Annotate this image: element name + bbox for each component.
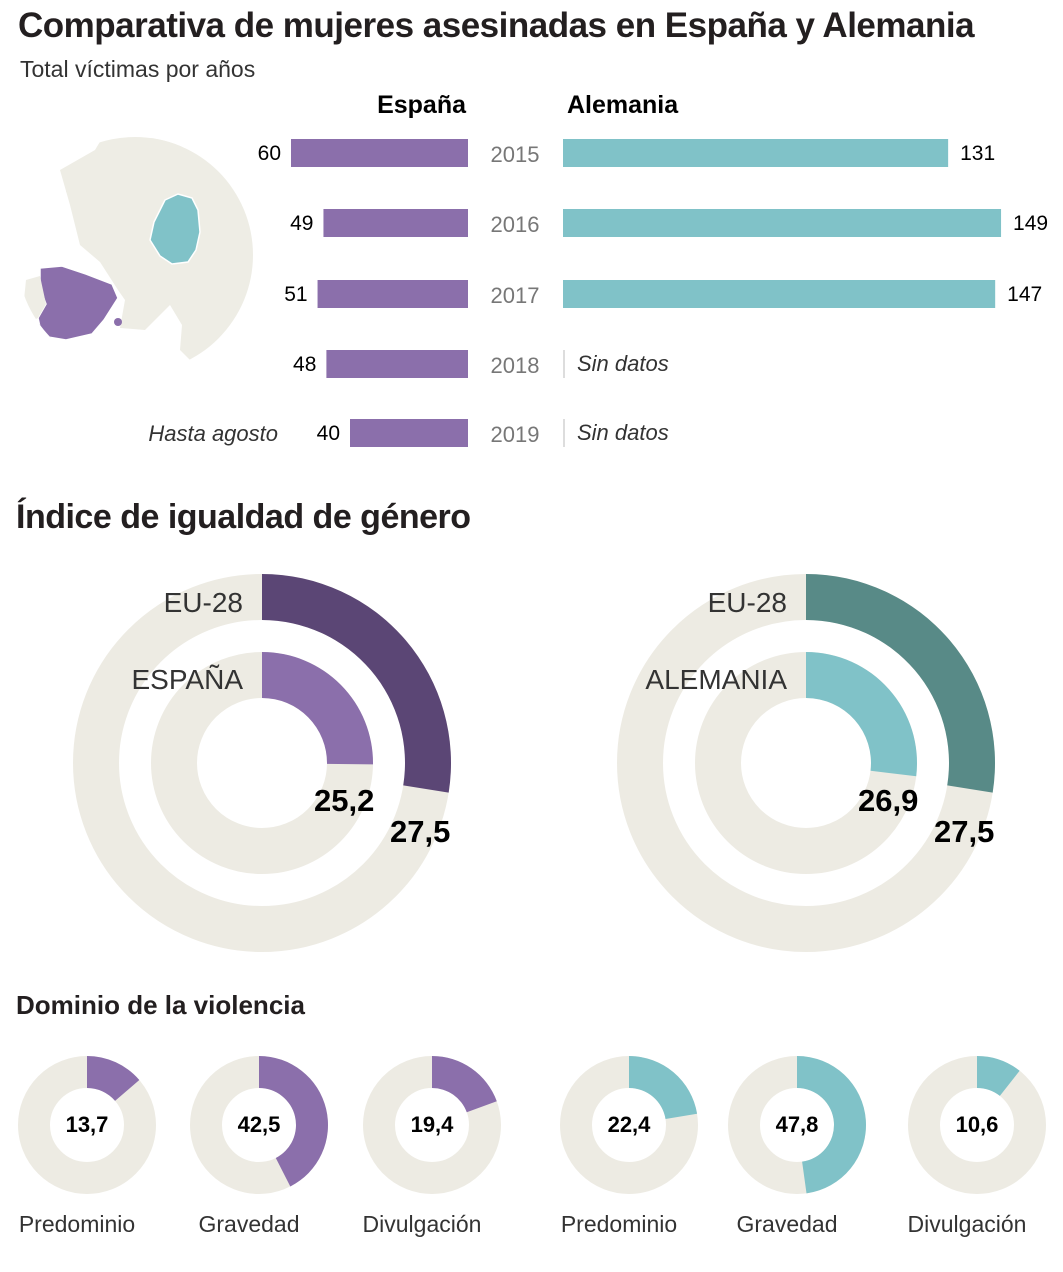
italy-landmass bbox=[170, 282, 214, 346]
value-label-spain-2016: 49 bbox=[290, 212, 313, 235]
violence-domain-donuts: 13,7 Predominio 42,5 Gravedad 19,4 Divulgació… bbox=[18, 1056, 1046, 1237]
inner-ring-arc bbox=[262, 652, 373, 765]
europe-map-icon bbox=[17, 137, 253, 373]
section-title-indice: Índice de igualdad de género bbox=[16, 498, 471, 536]
inner-ring-arc bbox=[806, 652, 917, 777]
value-label-spain-2017: 51 bbox=[284, 283, 307, 306]
inner-ring-value: 25,2 bbox=[314, 783, 374, 818]
ring-chart-1: EU-28 ESPAÑA 25,2 27,5 bbox=[73, 574, 451, 952]
inner-ring-value: 26,9 bbox=[858, 783, 918, 818]
year-label-2016: 2016 bbox=[491, 212, 540, 237]
scandinavia-landmass bbox=[150, 137, 186, 174]
bar-spain-2015 bbox=[291, 139, 468, 167]
missing-data-label-2018: Sin datos bbox=[577, 351, 669, 376]
page-title: Comparativa de mujeres asesinadas en Esp… bbox=[18, 6, 975, 45]
value-label-germany-2016: 149 bbox=[1013, 212, 1048, 235]
outer-ring-value: 27,5 bbox=[934, 814, 994, 849]
donut-divulgación-spain: 19,4 Divulgación bbox=[363, 1056, 501, 1237]
bar-germany-2017 bbox=[563, 280, 996, 308]
outer-ring-label: EU-28 bbox=[708, 587, 787, 618]
donut-divulgación-germany: 10,6 Divulgación bbox=[908, 1056, 1046, 1237]
donut-arc bbox=[629, 1056, 698, 1119]
uk-landmass bbox=[66, 160, 95, 198]
donut-gravedad-spain: 42,5 Gravedad bbox=[190, 1056, 328, 1237]
section-title-dominio: Dominio de la violencia bbox=[16, 990, 305, 1020]
donut-arc bbox=[977, 1056, 1020, 1096]
year-label-2017: 2017 bbox=[491, 283, 540, 308]
value-label-spain-2015: 60 bbox=[258, 142, 281, 165]
donut-gravedad-germany: 47,8 Gravedad bbox=[728, 1056, 866, 1237]
donut-predominio-germany: 22,4 Predominio bbox=[560, 1056, 698, 1237]
inner-ring-label: ALEMANIA bbox=[645, 664, 787, 695]
germany-shape bbox=[149, 193, 201, 265]
donut-predominio-spain: 13,7 Predominio bbox=[18, 1056, 156, 1237]
missing-data-label-2019: Sin datos bbox=[577, 420, 669, 445]
ring-chart-2: EU-28 ALEMANIA 26,9 27,5 bbox=[617, 574, 995, 952]
value-label-germany-2017: 147 bbox=[1007, 283, 1042, 306]
bar-spain-2016 bbox=[323, 209, 468, 237]
value-label-spain-2019: 40 bbox=[317, 422, 340, 445]
donut-value: 42,5 bbox=[238, 1112, 281, 1137]
bar-germany-2016 bbox=[563, 209, 1002, 237]
value-label-germany-2015: 131 bbox=[960, 142, 995, 165]
donut-label: Divulgación bbox=[908, 1211, 1027, 1237]
donut-label: Divulgación bbox=[363, 1211, 482, 1237]
note-until-august: Hasta agosto bbox=[148, 421, 278, 446]
year-label-2015: 2015 bbox=[491, 142, 540, 167]
outer-ring-value: 27,5 bbox=[390, 814, 450, 849]
donut-value: 47,8 bbox=[776, 1112, 819, 1137]
bar-spain-2017 bbox=[317, 280, 468, 308]
donut-arc bbox=[87, 1056, 140, 1101]
donut-arc bbox=[797, 1056, 866, 1194]
column-header-germany: Alemania bbox=[567, 91, 679, 119]
bar-spain-2018 bbox=[326, 350, 468, 378]
donut-label: Predominio bbox=[561, 1211, 677, 1237]
outer-ring-arc bbox=[262, 574, 451, 793]
bar-spain-2019 bbox=[350, 419, 468, 447]
donut-arc bbox=[432, 1056, 497, 1113]
gender-index-ring-charts: EU-28 ESPAÑA 25,2 27,5 EU-28 ALEMANIA 26,9 27,5 bbox=[73, 574, 995, 952]
year-label-2018: 2018 bbox=[491, 353, 540, 378]
column-header-spain: España bbox=[377, 91, 467, 119]
donut-value: 10,6 bbox=[956, 1112, 999, 1137]
inner-ring-label: ESPAÑA bbox=[131, 664, 243, 695]
bar-germany-2015 bbox=[563, 139, 949, 167]
donut-value: 13,7 bbox=[66, 1112, 109, 1137]
year-label-2019: 2019 bbox=[491, 422, 540, 447]
outer-ring-label: EU-28 bbox=[164, 587, 243, 618]
victims-bar-chart: España Alemania 60 2015 131 49 2016 149 51 2017 14… bbox=[148, 91, 1048, 447]
donut-label: Gravedad bbox=[736, 1211, 837, 1237]
donut-label: Gravedad bbox=[198, 1211, 299, 1237]
donut-arc bbox=[259, 1056, 328, 1187]
donut-value: 19,4 bbox=[411, 1112, 455, 1137]
value-label-spain-2018: 48 bbox=[293, 353, 316, 376]
donut-value: 22,4 bbox=[608, 1112, 652, 1137]
baleares-shape bbox=[114, 318, 122, 326]
donut-label: Predominio bbox=[19, 1211, 135, 1237]
page-subtitle: Total víctimas por años bbox=[20, 56, 256, 82]
outer-ring-arc bbox=[806, 574, 995, 793]
